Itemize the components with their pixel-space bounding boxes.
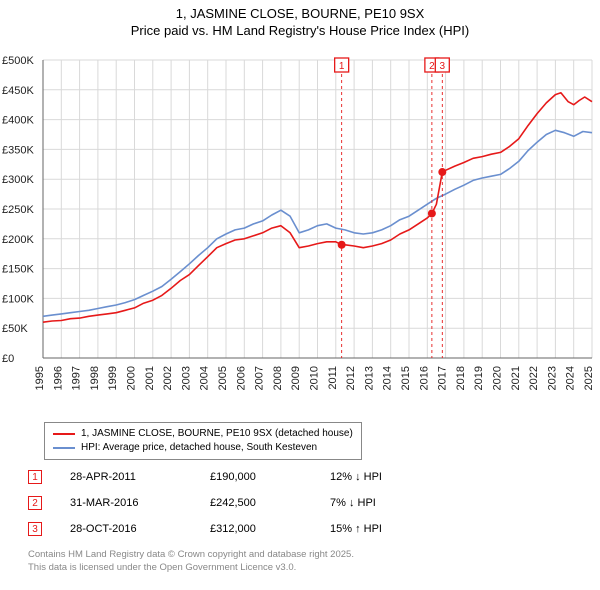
svg-text:2018: 2018	[455, 366, 467, 390]
sales-price-1: £190,000	[210, 471, 330, 483]
sales-marker-2: 2	[28, 496, 42, 510]
sales-table: 1 28-APR-2011 £190,000 12% ↓ HPI 2 31-MA…	[28, 464, 440, 542]
svg-text:£100K: £100K	[2, 293, 34, 305]
svg-text:2015: 2015	[400, 366, 412, 390]
title-block: 1, JASMINE CLOSE, BOURNE, PE10 9SX Price…	[0, 0, 600, 38]
svg-text:2019: 2019	[473, 366, 485, 390]
legend-swatch-red	[53, 433, 75, 435]
sales-row-1: 1 28-APR-2011 £190,000 12% ↓ HPI	[28, 464, 440, 490]
svg-text:2014: 2014	[382, 366, 394, 390]
svg-text:£350K: £350K	[2, 144, 34, 156]
svg-text:1: 1	[339, 61, 345, 72]
legend-row-2: HPI: Average price, detached house, Sout…	[53, 441, 353, 455]
svg-text:2004: 2004	[199, 366, 211, 390]
svg-text:£50K: £50K	[2, 323, 28, 335]
footer-line-1: Contains HM Land Registry data © Crown c…	[28, 548, 354, 561]
svg-text:2000: 2000	[126, 366, 138, 390]
footer-line-2: This data is licensed under the Open Gov…	[28, 561, 354, 574]
svg-text:£400K: £400K	[2, 115, 34, 127]
sales-delta-1: 12% ↓ HPI	[330, 471, 440, 483]
sales-date-3: 28-OCT-2016	[70, 523, 210, 535]
svg-text:2010: 2010	[309, 366, 321, 390]
title-line-1: 1, JASMINE CLOSE, BOURNE, PE10 9SX	[0, 6, 600, 21]
svg-text:2013: 2013	[363, 366, 375, 390]
svg-text:2009: 2009	[290, 366, 302, 390]
legend-label-2: HPI: Average price, detached house, Sout…	[81, 441, 317, 455]
sales-row-3: 3 28-OCT-2016 £312,000 15% ↑ HPI	[28, 516, 440, 542]
sales-row-2: 2 31-MAR-2016 £242,500 7% ↓ HPI	[28, 490, 440, 516]
svg-text:1999: 1999	[107, 366, 119, 390]
svg-text:£250K: £250K	[2, 204, 34, 216]
sales-delta-2: 7% ↓ HPI	[330, 497, 440, 509]
sales-date-2: 31-MAR-2016	[70, 497, 210, 509]
svg-text:£500K: £500K	[2, 55, 34, 67]
legend-row-1: 1, JASMINE CLOSE, BOURNE, PE10 9SX (deta…	[53, 427, 353, 441]
sales-delta-3: 15% ↑ HPI	[330, 523, 440, 535]
svg-text:2006: 2006	[235, 366, 247, 390]
svg-text:2016: 2016	[418, 366, 430, 390]
legend: 1, JASMINE CLOSE, BOURNE, PE10 9SX (deta…	[44, 422, 362, 460]
sales-marker-1: 1	[28, 470, 42, 484]
legend-label-1: 1, JASMINE CLOSE, BOURNE, PE10 9SX (deta…	[81, 427, 353, 441]
sales-date-1: 28-APR-2011	[70, 471, 210, 483]
sales-price-3: £312,000	[210, 523, 330, 535]
svg-text:1998: 1998	[89, 366, 101, 390]
svg-text:2021: 2021	[510, 366, 522, 390]
svg-text:2025: 2025	[583, 366, 595, 390]
svg-text:2011: 2011	[327, 366, 339, 390]
footer: Contains HM Land Registry data © Crown c…	[28, 548, 354, 574]
svg-text:£0: £0	[2, 353, 14, 365]
svg-text:2022: 2022	[528, 366, 540, 390]
svg-text:2012: 2012	[345, 366, 357, 390]
svg-text:2: 2	[429, 61, 435, 72]
svg-text:2005: 2005	[217, 366, 229, 390]
svg-text:2003: 2003	[180, 366, 192, 390]
svg-text:2017: 2017	[437, 366, 449, 390]
svg-text:2007: 2007	[254, 366, 266, 390]
chart-svg: £0 £50K £100K £150K £200K £250K £300K £350K £400…	[0, 48, 600, 418]
svg-text:2001: 2001	[144, 366, 156, 390]
svg-text:2020: 2020	[492, 366, 504, 390]
svg-text:£200K: £200K	[2, 234, 34, 246]
chart-area: £0 £50K £100K £150K £200K £250K £300K £350K £400…	[0, 48, 600, 418]
svg-text:2024: 2024	[565, 366, 577, 390]
svg-text:1995: 1995	[34, 366, 46, 390]
legend-swatch-blue	[53, 447, 75, 449]
sales-marker-3: 3	[28, 522, 42, 536]
svg-text:£150K: £150K	[2, 264, 34, 276]
svg-text:£450K: £450K	[2, 85, 34, 97]
svg-text:2023: 2023	[546, 366, 558, 390]
chart-container: 1, JASMINE CLOSE, BOURNE, PE10 9SX Price…	[0, 0, 600, 590]
svg-text:1996: 1996	[52, 366, 64, 390]
svg-text:£300K: £300K	[2, 174, 34, 186]
svg-text:2002: 2002	[162, 366, 174, 390]
sales-price-2: £242,500	[210, 497, 330, 509]
title-line-2: Price paid vs. HM Land Registry's House …	[0, 23, 600, 38]
svg-text:1997: 1997	[71, 366, 83, 390]
svg-text:3: 3	[440, 61, 446, 72]
svg-text:2008: 2008	[272, 366, 284, 390]
